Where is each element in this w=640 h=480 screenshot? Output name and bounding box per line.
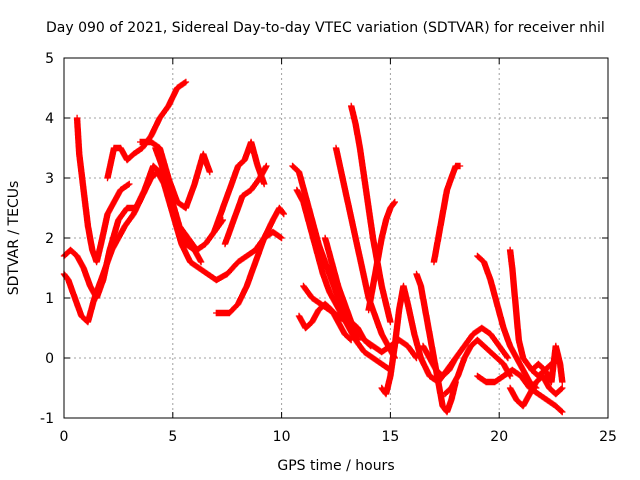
series-s14 xyxy=(332,144,398,362)
series-s9 xyxy=(213,204,287,317)
series-s25 xyxy=(506,372,566,410)
x-tick-label: 25 xyxy=(599,429,617,445)
series-s19 xyxy=(430,162,464,266)
series-s7 xyxy=(210,138,268,236)
series-s20 xyxy=(419,324,512,380)
x-axis-label: GPS time / hours xyxy=(277,458,394,474)
series-s4 xyxy=(104,78,190,182)
series-s18 xyxy=(413,270,459,416)
y-tick-label: 5 xyxy=(45,51,54,67)
y-tick-label: 2 xyxy=(45,231,54,247)
x-tick-label: 10 xyxy=(273,429,291,445)
plot-frame xyxy=(63,57,609,419)
x-tick-label: 20 xyxy=(490,429,508,445)
y-tick-label: 3 xyxy=(45,171,54,187)
y-tick-label: 4 xyxy=(45,111,54,127)
y-tick-label: 1 xyxy=(45,291,54,307)
y-tick-label: -1 xyxy=(40,411,54,427)
axis-ticks: 0 5 10 15 20 25 -1 0 1 2 3 4 5 xyxy=(40,51,617,445)
series-s21 xyxy=(441,336,514,398)
series-s3 xyxy=(73,114,133,266)
series-s8 xyxy=(221,162,270,248)
x-tick-label: 5 xyxy=(168,429,177,445)
series-s16 xyxy=(365,198,398,314)
x-tick-label: 0 xyxy=(60,429,69,445)
data-series xyxy=(60,78,566,416)
series-s26 xyxy=(528,342,566,386)
y-tick-label: 0 xyxy=(45,351,54,367)
series-s22 xyxy=(474,252,540,392)
chart-title: Day 090 of 2021, Sidereal Day-to-day VTE… xyxy=(46,20,605,36)
x-tick-label: 15 xyxy=(381,429,399,445)
series-s13 xyxy=(295,300,355,344)
series-s15 xyxy=(348,102,394,326)
y-axis-label: SDTVAR / TECUs xyxy=(6,181,22,296)
series-s27 xyxy=(321,234,374,350)
